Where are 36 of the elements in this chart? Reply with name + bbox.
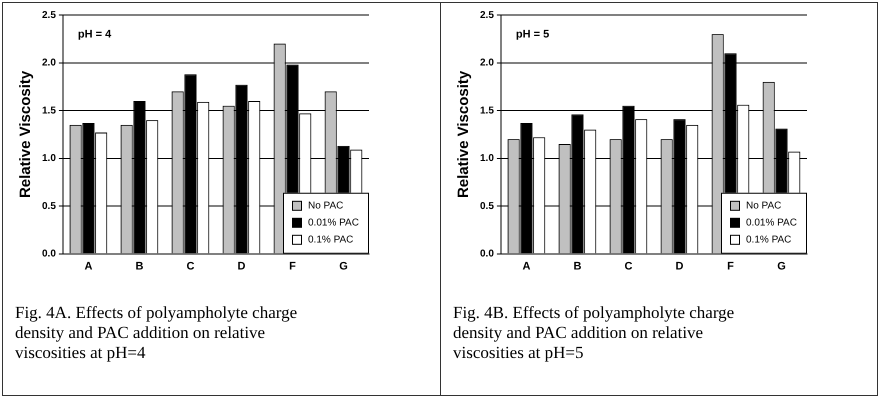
legend-label: 0.01% PAC	[746, 218, 797, 229]
y-tick-label: 1.0	[480, 153, 494, 164]
y-tick-label: 0.0	[480, 248, 494, 260]
x-tick-label: F	[727, 260, 734, 272]
y-tick-label: 1.5	[42, 105, 56, 116]
x-tick-label: F	[289, 260, 296, 272]
x-tick-label: B	[135, 260, 144, 272]
y-axis-title: Relative Viscosity	[455, 70, 472, 198]
x-tick-label: D	[675, 260, 684, 272]
x-tick-label: G	[339, 260, 348, 272]
legend-label: No PAC	[308, 200, 344, 212]
x-tick-label: C	[186, 260, 194, 272]
annotation: pH = 4	[78, 28, 112, 41]
y-tick-label: 2.0	[480, 58, 494, 69]
legend-label: 0.1% PAC	[746, 234, 792, 246]
y-tick-label: 2.5	[480, 10, 494, 21]
y-tick-label: 0.5	[480, 200, 494, 212]
caption: Fig. 4A. Effects of polyampholyte charge density and PAC addition on relative viscosities at pH=4	[15, 303, 298, 363]
legend-label: No PAC	[746, 200, 782, 212]
x-tick-label: A	[84, 260, 92, 272]
legend-label: 0.1% PAC	[308, 234, 354, 246]
y-tick-label: 1.0	[42, 153, 56, 164]
y-tick-label: 2.0	[42, 58, 56, 69]
x-tick-label: C	[624, 260, 632, 272]
x-tick-label: G	[777, 260, 786, 272]
caption: Fig. 4B. Effects of polyampholyte charge density and PAC addition on relative viscosities at pH=5	[453, 303, 736, 363]
y-tick-label: 1.5	[480, 105, 494, 116]
y-tick-label: 0.0	[42, 248, 56, 260]
x-tick-label: B	[573, 260, 582, 272]
y-tick-label: 0.5	[42, 200, 56, 212]
annotation: pH = 5	[516, 28, 550, 41]
y-tick-label: 2.5	[42, 10, 56, 21]
y-axis-title: Relative Viscosity	[17, 70, 34, 198]
x-tick-label: D	[237, 260, 246, 272]
x-tick-label: A	[522, 260, 530, 272]
legend-label: 0.01% PAC	[308, 218, 359, 229]
